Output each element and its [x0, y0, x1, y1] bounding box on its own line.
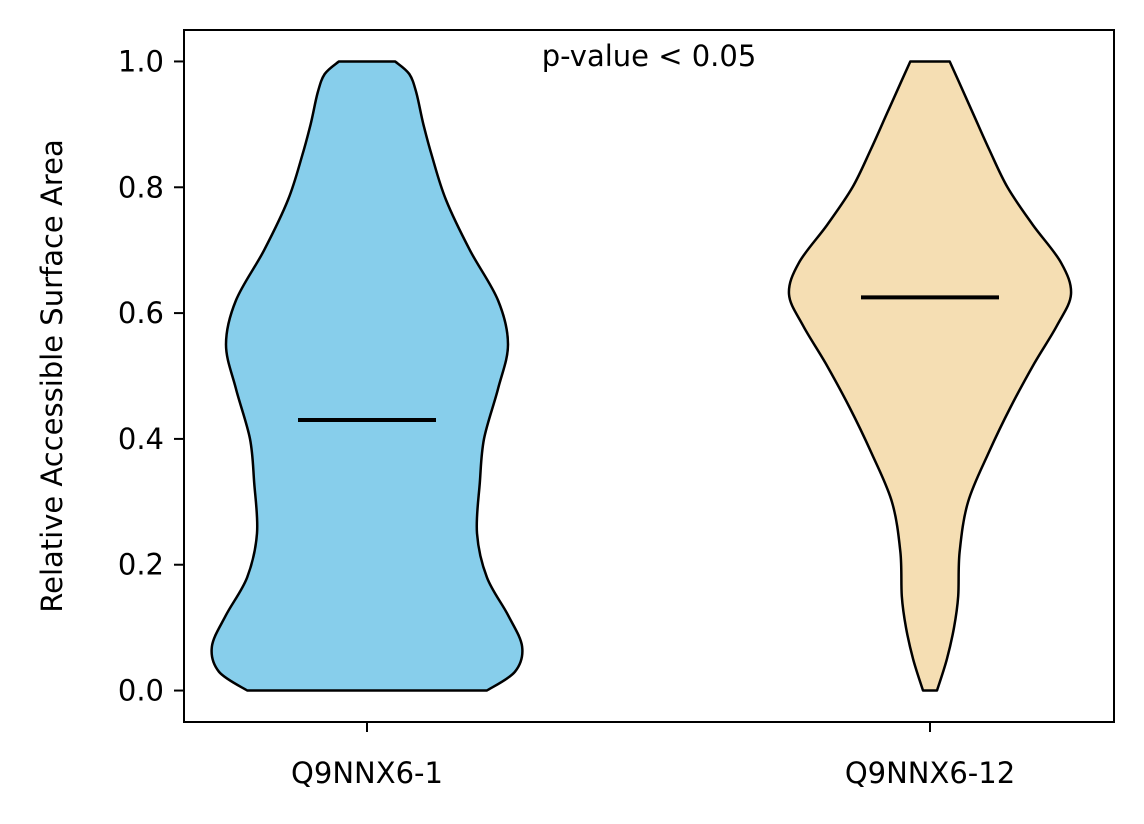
y-tick-label: 0.4	[118, 422, 164, 456]
annotation-p-value: p-value < 0.05	[542, 39, 757, 73]
y-tick-label: 0.0	[118, 674, 164, 708]
y-axis-label: Relative Accessible Surface Area	[35, 139, 69, 612]
x-tick-label: Q9NNX6-1	[291, 756, 443, 790]
x-axis: Q9NNX6-1 Q9NNX6-12	[291, 722, 1015, 790]
x-tick-label: Q9NNX6-12	[845, 756, 1015, 790]
violins-layer	[210, 60, 1073, 692]
y-tick-label: 0.6	[118, 296, 164, 330]
medians-layer	[298, 295, 999, 423]
y-axis: 0.0 0.2 0.4 0.6 0.8 1.0	[118, 44, 184, 708]
violin-body	[787, 60, 1073, 692]
y-tick-label: 0.2	[118, 548, 164, 582]
y-tick-label: 0.8	[118, 170, 164, 204]
violin-body	[210, 60, 524, 692]
plot-frame	[183, 29, 1115, 723]
y-tick-label: 1.0	[118, 44, 164, 78]
